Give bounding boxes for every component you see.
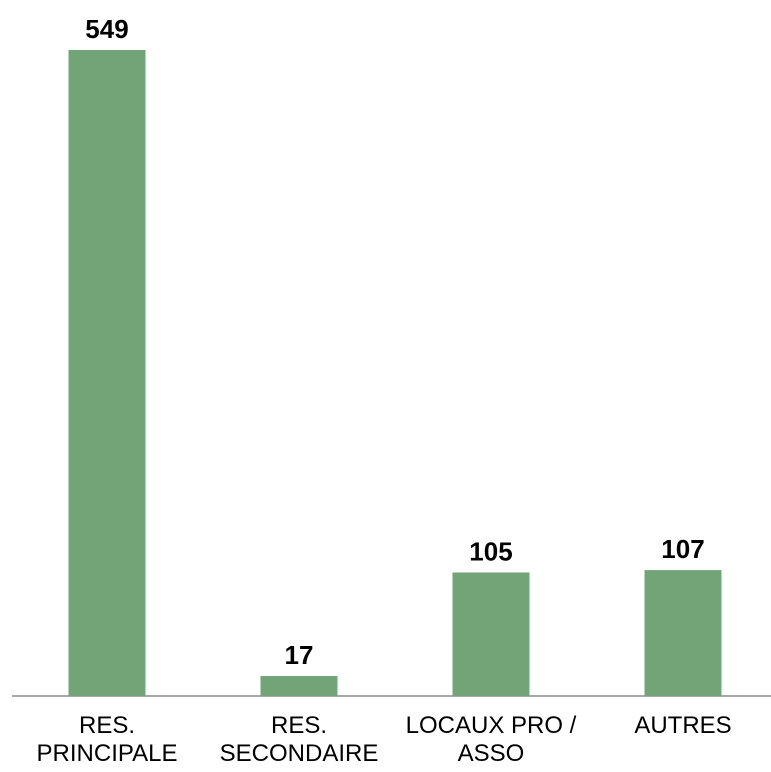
bar <box>68 50 146 696</box>
x-tick-label: LOCAUX PRO / ASSO <box>405 712 577 767</box>
bar <box>644 570 722 696</box>
bar <box>260 675 338 696</box>
bar <box>452 572 530 696</box>
value-label: 105 <box>469 536 512 566</box>
x-tick-label: RES. PRINCIPALE <box>36 712 178 767</box>
value-label: 17 <box>285 640 314 670</box>
x-tick-label: AUTRES <box>634 712 732 739</box>
value-label: 549 <box>85 14 128 44</box>
value-label: 107 <box>661 534 704 564</box>
x-tick-label: RES. SECONDAIRE <box>219 712 379 767</box>
